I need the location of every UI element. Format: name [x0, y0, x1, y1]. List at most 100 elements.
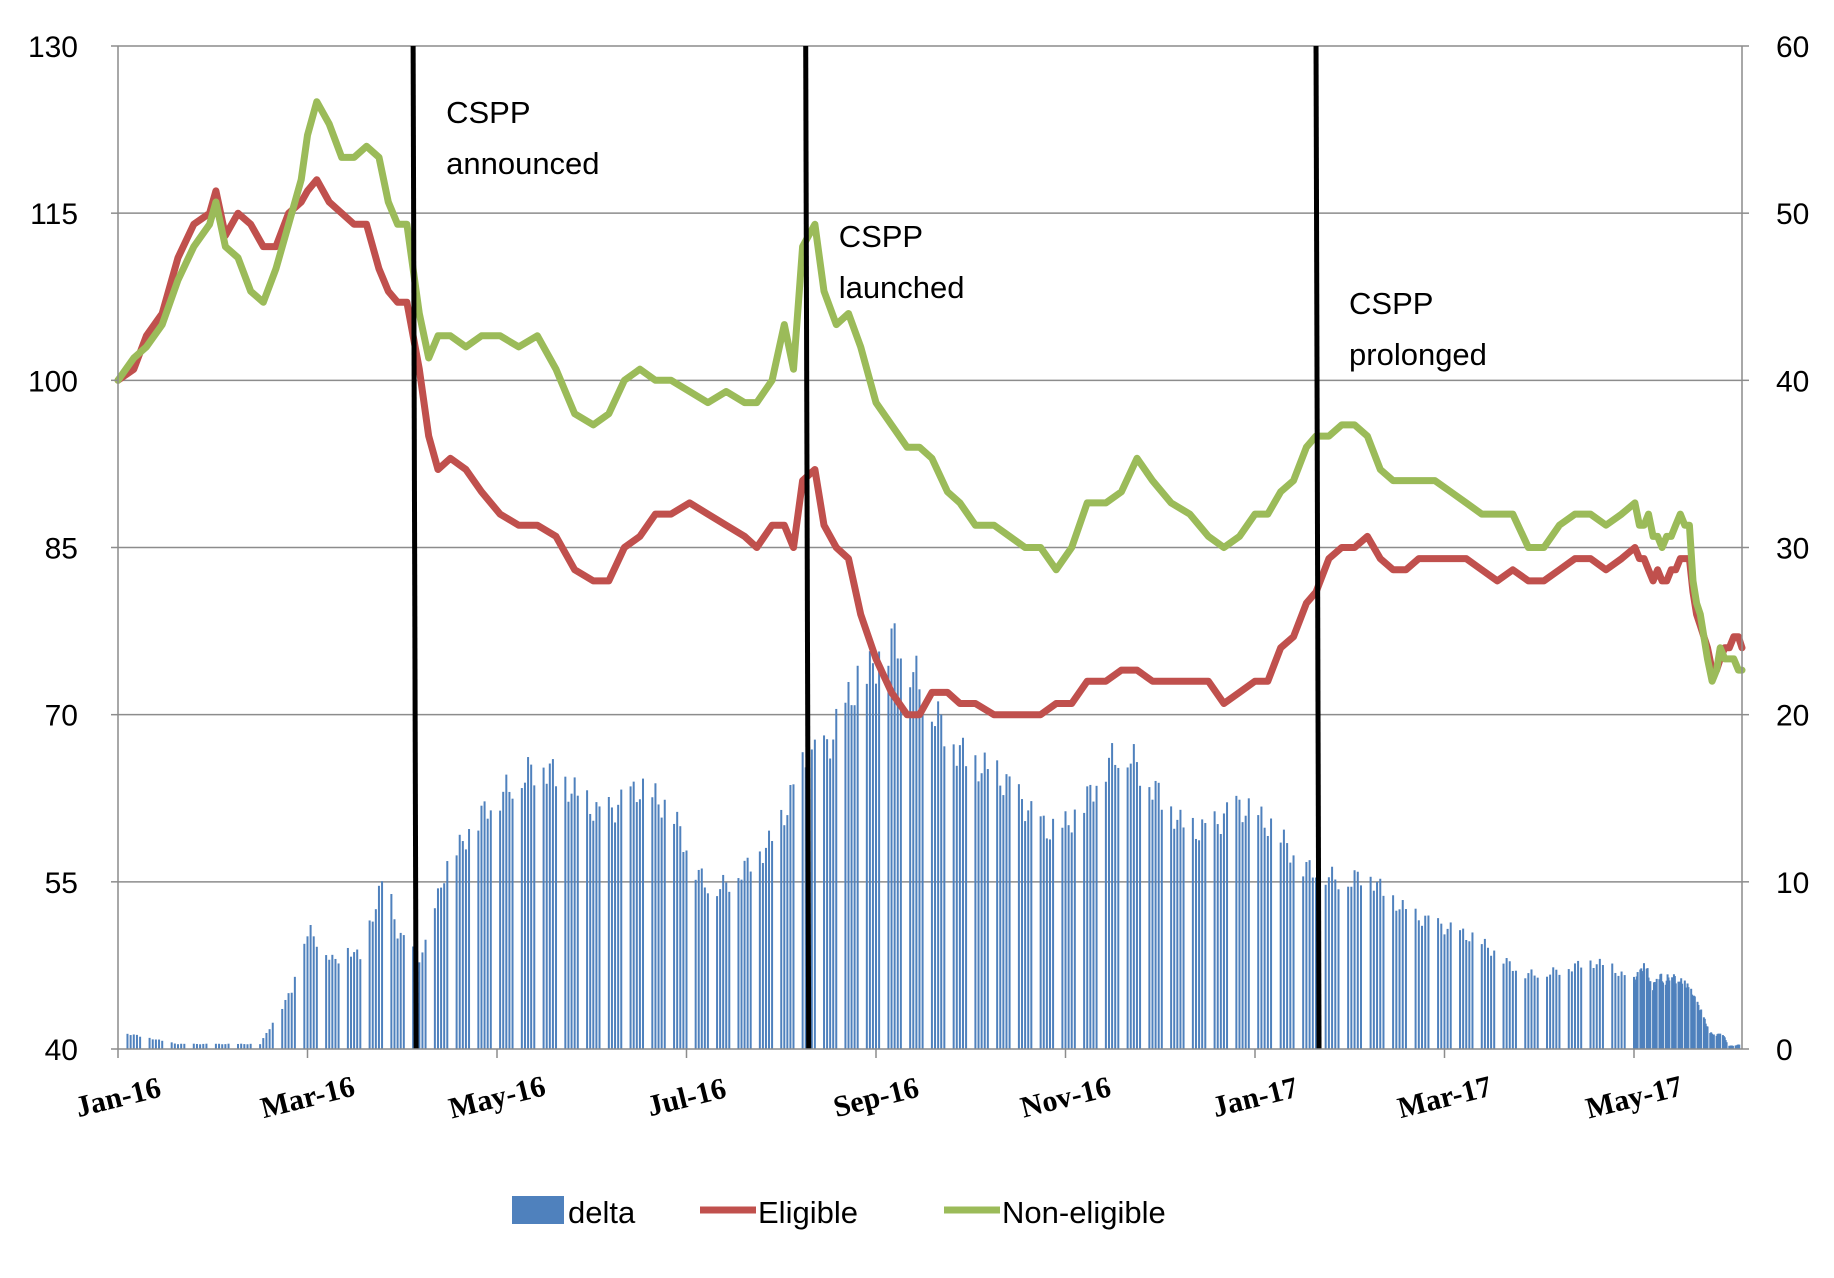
event-lines: CSPP announced CSPP launched CSPP prolonged [410, 45, 1487, 1050]
delta-bar [1369, 876, 1372, 1049]
delta-bar [1668, 980, 1671, 1049]
delta-bar [1421, 925, 1424, 1049]
delta-bar [1558, 974, 1561, 1049]
delta-bar [1173, 828, 1176, 1049]
y-right-tick-label: 10 [1776, 867, 1809, 900]
event-label-line1: CSPP [446, 95, 530, 130]
delta-bar [151, 1039, 154, 1049]
delta-bar [337, 963, 340, 1049]
delta-bar [1092, 801, 1095, 1049]
delta-bar [589, 813, 592, 1049]
delta-bar [1302, 876, 1305, 1049]
delta-bar [887, 665, 890, 1049]
delta-bar [1508, 961, 1511, 1049]
delta-bar [1592, 967, 1595, 1049]
delta-bar [458, 834, 461, 1049]
delta-bar [287, 993, 290, 1049]
delta-bar [660, 817, 663, 1049]
delta-bar [483, 801, 486, 1049]
delta-bar [1443, 934, 1446, 1049]
delta-bar [780, 809, 783, 1049]
delta-bar [1213, 811, 1216, 1049]
delta-bar [1555, 969, 1558, 1049]
delta-bar [183, 1043, 186, 1049]
delta-bar [281, 1008, 284, 1049]
delta-bar [940, 714, 943, 1049]
delta-bar [1257, 815, 1260, 1049]
delta-bar [1577, 960, 1580, 1049]
delta-bar [610, 807, 613, 1049]
delta-bar [433, 908, 436, 1049]
delta-bar [1132, 744, 1135, 1049]
delta-bar [402, 935, 405, 1049]
delta-bar [1148, 787, 1151, 1049]
delta-bar [844, 702, 847, 1049]
delta-bar [1170, 806, 1173, 1049]
delta-bar [1135, 762, 1138, 1049]
delta-bar [706, 893, 709, 1049]
delta-bar [1595, 964, 1598, 1049]
delta-bar [835, 708, 838, 1049]
delta-bar [635, 802, 638, 1049]
delta-bar [965, 766, 968, 1049]
delta-bar [195, 1043, 198, 1049]
delta-bar [654, 783, 657, 1049]
series-lines [114, 98, 1746, 719]
delta-bar [1039, 816, 1042, 1049]
delta-bar [1502, 963, 1505, 1049]
delta-bar [977, 781, 980, 1049]
delta-bar [934, 726, 937, 1049]
delta-bar [1437, 918, 1440, 1049]
delta-bar [424, 939, 427, 1049]
delta-bar [1674, 983, 1677, 1049]
delta-bar [856, 665, 859, 1049]
delta-bar [1662, 982, 1665, 1049]
delta-bar [520, 788, 523, 1049]
event-line [803, 45, 812, 1050]
delta-bar [1114, 764, 1117, 1049]
delta-bar [530, 764, 533, 1049]
delta-bar [359, 959, 362, 1049]
delta-bar [890, 628, 893, 1049]
delta-bar [1279, 842, 1282, 1049]
delta-bar [1468, 941, 1471, 1049]
delta-bar [955, 765, 958, 1049]
event-line [410, 45, 419, 1050]
x-tick-label: Jul-16 [644, 1072, 730, 1123]
delta-bar [1238, 799, 1241, 1049]
delta-bar [1350, 886, 1353, 1049]
delta-bar [789, 785, 792, 1049]
delta-bar [1514, 970, 1517, 1049]
delta-bar [832, 739, 835, 1049]
y-right-tick-label: 40 [1776, 365, 1809, 398]
delta-bar [148, 1037, 151, 1049]
delta-bar [237, 1043, 240, 1049]
delta-bar [489, 810, 492, 1049]
delta-bar [303, 943, 306, 1049]
y-left-tick-label: 115 [30, 198, 78, 231]
delta-bar [651, 797, 654, 1049]
delta-bar [1573, 963, 1576, 1049]
delta-bar [764, 847, 767, 1049]
delta-bar [786, 815, 789, 1049]
delta-bar [268, 1029, 271, 1049]
delta-bar [192, 1043, 195, 1049]
delta-bar [548, 763, 551, 1049]
delta-bar [823, 735, 826, 1049]
delta-bar [224, 1044, 227, 1049]
delta-bar [1176, 819, 1179, 1049]
delta-bar [390, 894, 393, 1049]
delta-bar [1157, 782, 1160, 1049]
delta-bar [399, 932, 402, 1049]
delta-bar [1064, 811, 1067, 1049]
legend-label: Eligible [758, 1195, 858, 1230]
delta-bar [480, 805, 483, 1049]
delta-bar [393, 919, 396, 1049]
delta-bar [958, 745, 961, 1049]
event-label-line1: CSPP [1349, 286, 1433, 321]
delta-bar [1226, 802, 1229, 1049]
delta-bar [1048, 839, 1051, 1049]
delta-bar [1308, 860, 1311, 1049]
delta-bar [1465, 939, 1468, 1049]
